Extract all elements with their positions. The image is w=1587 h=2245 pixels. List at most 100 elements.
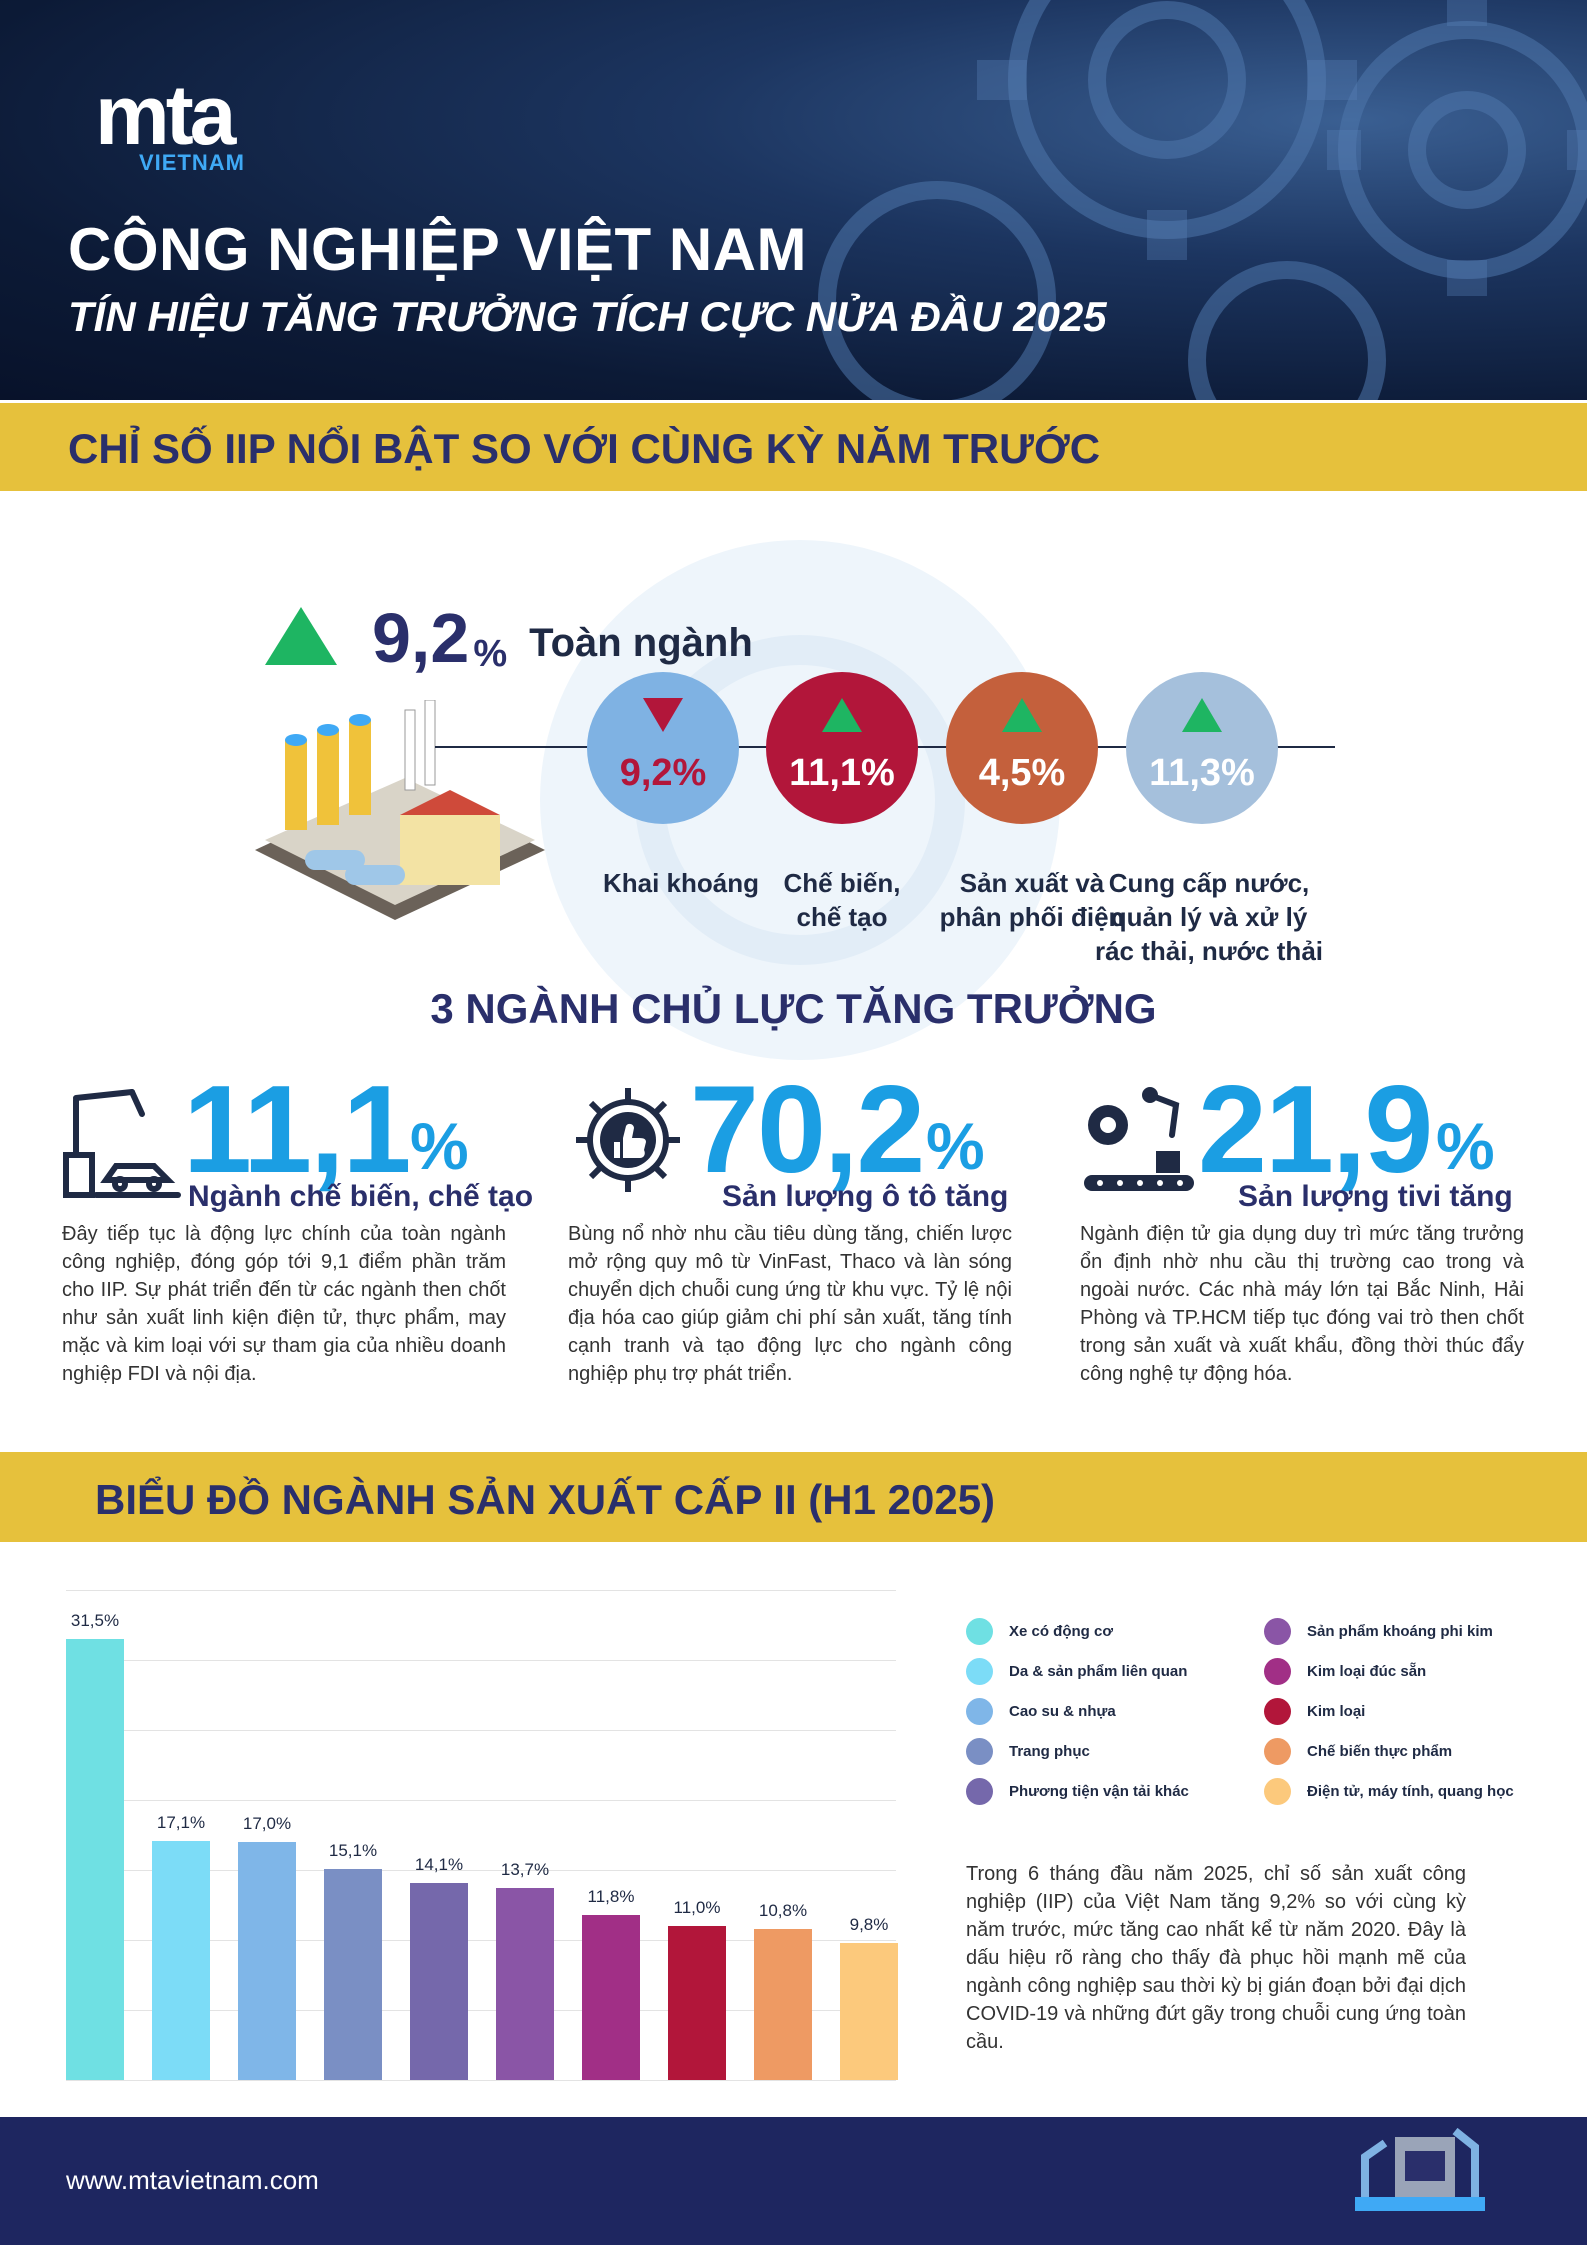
total-iip: 9,2 % Toàn ngành bbox=[265, 603, 753, 673]
chart-bar-value-label: 31,5% bbox=[70, 1611, 120, 1630]
logo-sub: VIETNAM bbox=[139, 150, 245, 175]
legend-item: Kim loại đúc sẵn bbox=[1264, 1658, 1426, 1685]
legend-label: Điện tử, máy tính, quang học bbox=[1307, 1783, 1514, 1800]
robot-arm-car-icon bbox=[63, 1089, 181, 1198]
bar-chart: 31,5% 17,1% 17,0% 15,1% 14,1% 13,7% 11,8% 11,0%… bbox=[66, 1560, 898, 2081]
chart-bar bbox=[668, 1926, 726, 2080]
page-title: CÔNG NGHIỆP VIỆT NAM bbox=[68, 216, 807, 283]
sector-value: 11,3% bbox=[1149, 752, 1255, 794]
legend-label: Phương tiện vận tải khác bbox=[1009, 1783, 1189, 1800]
legend-swatch bbox=[966, 1778, 993, 1805]
legend-item: Da & sản phẩm liên quan bbox=[966, 1658, 1187, 1685]
legend-item: Kim loại bbox=[1264, 1698, 1365, 1725]
key-unit: % bbox=[926, 1109, 985, 1183]
key-value-cars: 70,2 bbox=[690, 1061, 925, 1199]
legend-label: Trang phục bbox=[1009, 1743, 1090, 1760]
chart-gridline bbox=[66, 1590, 896, 1591]
factory-icon bbox=[255, 700, 545, 920]
sector-circle-manufacturing: 11,1% bbox=[766, 672, 918, 824]
legend-label: Da & sản phẩm liên quan bbox=[1009, 1663, 1188, 1680]
key-text-manufacturing: Đây tiếp tục là động lực chính của toàn … bbox=[62, 1223, 506, 1385]
legend-swatch bbox=[1264, 1698, 1291, 1725]
total-unit: % bbox=[473, 633, 508, 675]
legend-item: Xe có động cơ bbox=[966, 1618, 1113, 1645]
legend-swatch bbox=[1264, 1778, 1291, 1805]
website-link[interactable]: www.mtavietnam.com bbox=[66, 2165, 319, 2195]
legend-item: Phương tiện vận tải khác bbox=[966, 1778, 1189, 1805]
logo-main: mta bbox=[95, 68, 236, 162]
key-unit: % bbox=[1436, 1109, 1495, 1183]
trend-down-icon bbox=[643, 698, 683, 732]
legend-label: Chế biến thực phẩm bbox=[1307, 1743, 1453, 1760]
chart-bar-value-label: 11,0% bbox=[673, 1898, 721, 1917]
chart-bar-value-label: 9,8% bbox=[849, 1914, 889, 1934]
key-caption-cars: Sản lượng ô tô tăng bbox=[722, 1180, 1009, 1213]
chart-bar-value-label: 17,0% bbox=[242, 1814, 292, 1833]
robot-factory-icon bbox=[1355, 2127, 1485, 2211]
chart-bar-value-label: 15,1% bbox=[328, 1840, 378, 1860]
legend-swatch bbox=[966, 1698, 993, 1725]
chart-gridline bbox=[66, 1870, 896, 1871]
legend-label: Sản phẩm khoáng phi kim bbox=[1307, 1623, 1493, 1640]
sector-label-mining: Khai khoáng bbox=[602, 868, 759, 898]
chart-gridline bbox=[66, 1660, 896, 1661]
section-band-chart: BIỂU ĐỒ NGÀNH SẢN XUẤT CẤP II (H1 2025) bbox=[0, 1452, 1587, 1542]
sector-label-manufacturing: Chế biến, chế tạo bbox=[783, 868, 901, 932]
sector-value: 9,2% bbox=[619, 752, 707, 794]
chart-bar bbox=[840, 1942, 898, 2080]
sector-circle-water: 11,3% bbox=[1126, 672, 1278, 824]
sector-value: 4,5% bbox=[978, 752, 1066, 794]
chart-bar bbox=[582, 1914, 640, 2080]
sector-label-electricity: Sản xuất và phân phối điện bbox=[939, 868, 1125, 932]
legend-label: Kim loại đúc sẵn bbox=[1307, 1663, 1427, 1680]
conveyor-robot-icon bbox=[1084, 1087, 1194, 1191]
trend-up-icon bbox=[1182, 698, 1222, 732]
gears-decoration-icon bbox=[818, 0, 1587, 400]
chart-bar bbox=[238, 1842, 296, 2080]
legend-swatch bbox=[1264, 1618, 1291, 1645]
chart-gridline bbox=[66, 2080, 896, 2081]
legend-swatch bbox=[966, 1738, 993, 1765]
chart-bar-value-label: 17,1% bbox=[156, 1812, 206, 1832]
chart-gridline bbox=[66, 1800, 896, 1801]
legend-item: Chế biến thực phẩm bbox=[1264, 1738, 1452, 1765]
legend-swatch bbox=[966, 1658, 993, 1685]
footer: www.mtavietnam.com bbox=[0, 2117, 1587, 2245]
trend-up-icon bbox=[265, 607, 337, 665]
chart-gridline bbox=[66, 2010, 896, 2011]
legend-item: Trang phục bbox=[966, 1738, 1090, 1765]
legend-label: Xe có động cơ bbox=[1009, 1623, 1114, 1640]
chart-bar bbox=[496, 1888, 554, 2080]
sector-value: 11,1% bbox=[789, 752, 895, 794]
chart-bar-value-label: 14,1% bbox=[414, 1854, 464, 1874]
chart-bar bbox=[66, 1639, 124, 2080]
section-title-iip: CHỈ SỐ IIP NỔI BẬT SO VỚI CÙNG KỲ NĂM TR… bbox=[68, 425, 1101, 472]
chart-gridline bbox=[66, 1940, 896, 1941]
chart-bar-value-label: 10,8% bbox=[758, 1900, 808, 1920]
chart-bar bbox=[324, 1868, 382, 2080]
gear-thumbs-up-icon bbox=[576, 1088, 680, 1192]
section-band-iip: CHỈ SỐ IIP NỔI BẬT SO VỚI CÙNG KỲ NĂM TR… bbox=[0, 403, 1587, 491]
sector-circle-mining: 9,2% bbox=[587, 672, 739, 824]
legend-swatch bbox=[1264, 1738, 1291, 1765]
legend-label: Cao su & nhựa bbox=[1009, 1703, 1116, 1720]
page-subtitle: TÍN HIỆU TĂNG TRƯỞNG TÍCH CỰC NỬA ĐẦU 20… bbox=[68, 293, 1107, 340]
legend-label: Kim loại bbox=[1307, 1703, 1366, 1720]
trend-up-icon bbox=[822, 698, 862, 732]
legend-item: Cao su & nhựa bbox=[966, 1698, 1116, 1725]
key-value-manufacturing: 11,1 bbox=[183, 1061, 411, 1199]
key-value-tv: 21,9 bbox=[1198, 1061, 1433, 1199]
legend-swatch bbox=[1264, 1658, 1291, 1685]
chart-bar-value-label: 11,8% bbox=[587, 1886, 635, 1906]
key-caption-manufacturing: Ngành chế biến, chế tạo bbox=[188, 1180, 534, 1213]
legend-item: Sản phẩm khoáng phi kim bbox=[1264, 1618, 1493, 1645]
chart-bar bbox=[754, 1928, 812, 2080]
chart-bar-value-label: 13,7% bbox=[500, 1860, 550, 1880]
hero-banner: mta VIETNAM CÔNG NGHIỆP VIỆT NAM TÍN HIỆ… bbox=[0, 0, 1587, 400]
key-text-cars: Bùng nổ nhờ nhu cầu tiêu dùng tăng, chiế… bbox=[568, 1223, 1012, 1385]
key-caption-tv: Sản lượng tivi tăng bbox=[1238, 1180, 1513, 1213]
mta-logo: mta VIETNAM bbox=[95, 68, 245, 176]
chart-bar bbox=[152, 1840, 210, 2080]
trend-up-icon bbox=[1002, 698, 1042, 732]
total-label: Toàn ngành bbox=[529, 621, 753, 665]
